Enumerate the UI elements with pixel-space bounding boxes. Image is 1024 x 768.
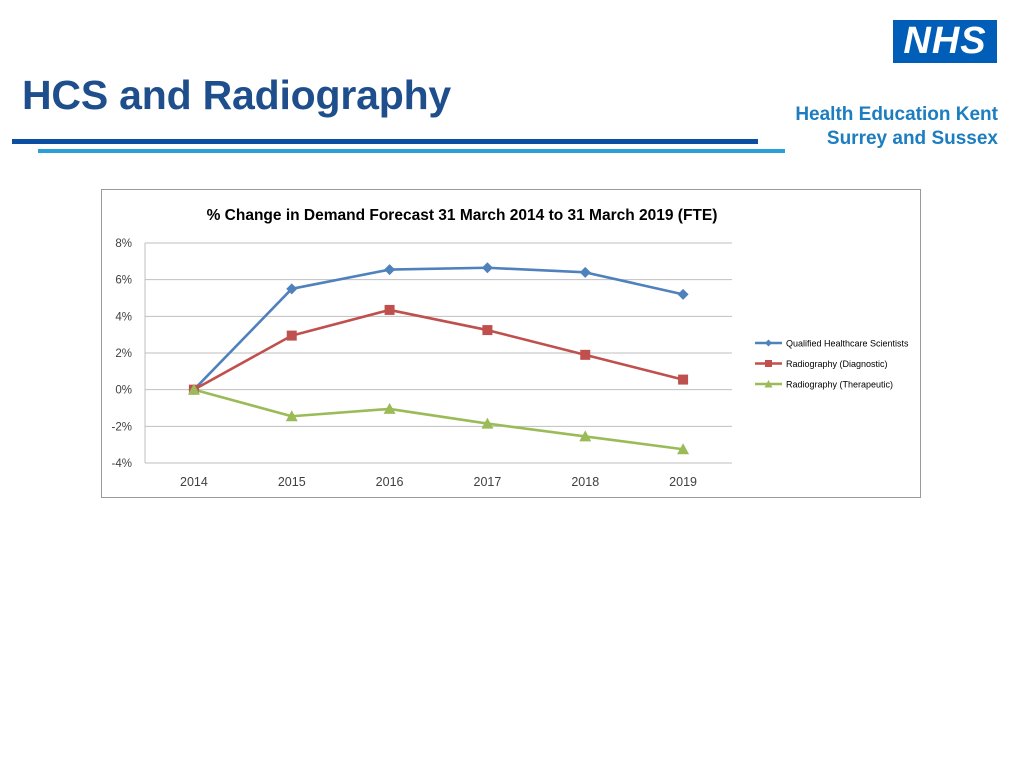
x-tick-label: 2018 xyxy=(571,475,599,489)
series-line-0 xyxy=(192,266,684,391)
data-point-s2-0 xyxy=(187,383,200,395)
data-point-s0-5 xyxy=(677,288,689,300)
y-tick-label: -2% xyxy=(112,421,132,433)
data-point-s1-3 xyxy=(482,325,493,336)
y-tick-label: 2% xyxy=(115,348,132,360)
y-tick-label: -4% xyxy=(112,458,132,470)
x-tick-label: 2017 xyxy=(474,475,502,489)
legend-label: Radiography (Diagnostic) xyxy=(786,359,888,369)
legend-label: Qualified Healthcare Scientists xyxy=(786,339,909,349)
data-point-s0-1 xyxy=(286,283,298,295)
x-tick-label: 2019 xyxy=(669,475,697,489)
x-tick-label: 2014 xyxy=(180,475,208,489)
x-tick-label: 2016 xyxy=(376,475,404,489)
data-point-s2-2 xyxy=(383,402,396,414)
data-point-s0-2 xyxy=(384,264,396,276)
y-tick-label: 4% xyxy=(115,311,132,323)
y-tick-label: 0% xyxy=(115,385,132,397)
chart-title: % Change in Demand Forecast 31 March 201… xyxy=(207,207,718,224)
data-point-s0-4 xyxy=(579,266,591,278)
legend-label: Radiography (Therapeutic) xyxy=(786,380,893,390)
data-point-s1-2 xyxy=(384,304,395,315)
data-point-s2-5 xyxy=(677,443,690,455)
series-line-1 xyxy=(193,308,684,391)
y-tick-label: 8% xyxy=(115,238,132,250)
line-chart: % Change in Demand Forecast 31 March 201… xyxy=(112,207,910,489)
org-name-line1: Health Education Kent xyxy=(795,104,998,125)
data-point-s2-4 xyxy=(579,430,592,442)
data-point-s2-3 xyxy=(481,417,494,429)
legend-marker-2 xyxy=(764,380,773,388)
data-point-s1-4 xyxy=(580,349,591,360)
data-point-s1-5 xyxy=(678,374,689,385)
title-underline-light xyxy=(38,149,785,153)
nhs-logo: NHS xyxy=(893,20,997,63)
data-point-s0-3 xyxy=(481,262,493,274)
legend-marker-0 xyxy=(765,339,772,347)
data-point-s1-1 xyxy=(286,330,297,341)
title-underline-dark xyxy=(12,139,758,144)
y-tick-label: 6% xyxy=(115,275,132,287)
slide-title: HCS and Radiography xyxy=(22,72,452,118)
org-name-line2: Surrey and Sussex xyxy=(826,128,998,149)
x-tick-label: 2015 xyxy=(278,475,306,489)
series-line-2 xyxy=(193,388,684,451)
data-point-s2-1 xyxy=(285,410,298,422)
chart-frame: % Change in Demand Forecast 31 March 201… xyxy=(101,189,921,498)
legend-marker-1 xyxy=(765,360,772,367)
